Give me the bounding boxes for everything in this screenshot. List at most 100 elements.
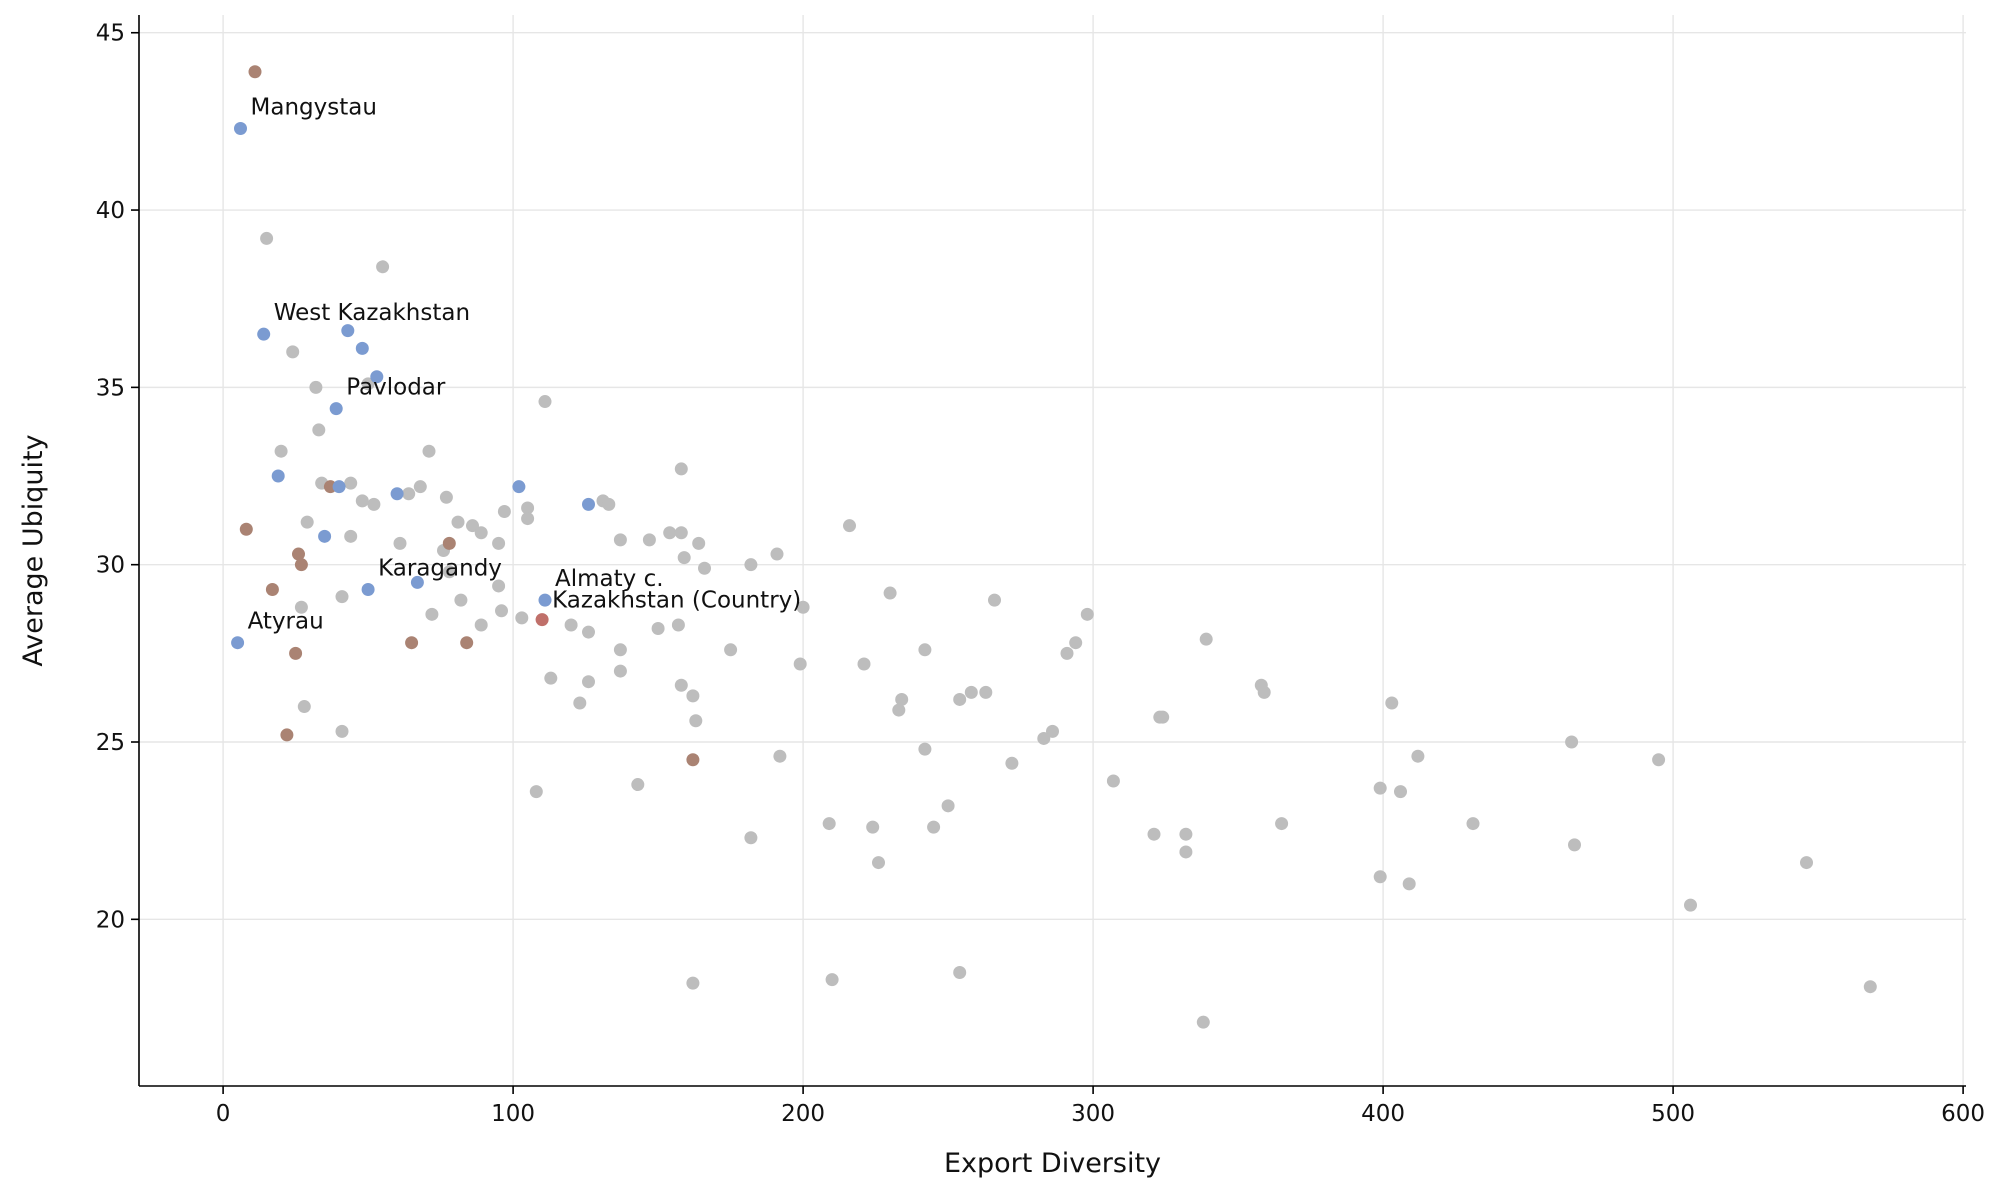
data-point — [582, 625, 595, 639]
data-point — [422, 444, 436, 458]
y-tick-label: 30 — [96, 553, 125, 579]
data-point — [335, 724, 349, 738]
highlighted-data-point — [265, 583, 279, 597]
y-tick-label: 45 — [96, 21, 125, 47]
data-point — [335, 590, 349, 604]
data-point — [793, 657, 807, 671]
data-point — [1257, 685, 1271, 699]
data-point — [309, 380, 323, 394]
data-point — [1863, 980, 1877, 994]
data-point — [495, 604, 508, 618]
data-point — [1800, 856, 1813, 870]
data-point — [300, 515, 314, 529]
data-point — [344, 529, 358, 543]
highlighted-data-point — [271, 469, 285, 483]
data-point — [573, 696, 587, 710]
data-point — [1652, 753, 1666, 767]
data-point — [770, 547, 784, 561]
data-point — [1373, 781, 1387, 795]
data-point — [492, 579, 506, 593]
data-point — [613, 643, 627, 657]
data-point — [376, 260, 390, 274]
x-axis-title: Export Diversity — [944, 1148, 1161, 1179]
data-point — [602, 497, 616, 511]
data-point — [402, 487, 416, 501]
highlighted-data-point — [318, 529, 332, 543]
data-point — [361, 377, 375, 391]
data-point — [367, 497, 381, 511]
highlighted-data-point — [361, 583, 375, 597]
data-point — [442, 565, 456, 579]
highlighted-data-point — [442, 536, 456, 550]
x-tick-label: 300 — [1071, 1101, 1115, 1127]
data-point — [692, 536, 706, 550]
data-point — [744, 831, 758, 845]
y-tick-label: 25 — [96, 730, 125, 756]
data-point — [872, 856, 885, 870]
data-point — [521, 512, 535, 526]
point-label: Mangystau — [251, 94, 377, 120]
data-point — [1060, 646, 1074, 660]
data-point — [613, 664, 627, 678]
data-point — [1394, 785, 1407, 799]
data-point — [1069, 636, 1083, 650]
highlighted-data-point — [280, 728, 294, 742]
data-point — [1080, 607, 1094, 621]
data-point — [1156, 710, 1170, 724]
highlighted-data-point — [405, 636, 419, 650]
data-point — [1005, 756, 1019, 770]
data-point — [663, 526, 677, 540]
point-label: Kazakhstan (Country) — [552, 587, 801, 613]
y-tick-label: 40 — [96, 198, 125, 224]
data-point — [544, 671, 558, 685]
data-point — [674, 678, 688, 692]
data-point — [631, 778, 645, 792]
data-point — [274, 444, 288, 458]
data-point — [613, 533, 627, 547]
data-point — [1684, 898, 1697, 912]
data-point — [1037, 731, 1051, 745]
data-point — [686, 689, 700, 703]
data-point — [698, 561, 711, 575]
data-point — [953, 692, 967, 706]
data-point — [964, 685, 978, 699]
highlighted-data-point — [257, 327, 271, 341]
data-point — [425, 607, 439, 621]
grid — [139, 15, 1966, 1086]
data-point — [1179, 827, 1193, 841]
data-point — [822, 817, 836, 831]
data-point — [1565, 735, 1579, 749]
data-point — [796, 600, 810, 614]
data-point — [1275, 817, 1289, 831]
x-tick-label: 0 — [216, 1101, 231, 1127]
data-point — [413, 480, 427, 494]
data-point — [312, 423, 326, 437]
data-point — [1179, 845, 1193, 859]
data-point — [825, 973, 839, 987]
data-point — [492, 536, 506, 550]
data-point — [689, 714, 703, 728]
data-point — [744, 558, 758, 572]
highlighted-data-point — [248, 65, 262, 79]
data-point — [355, 494, 369, 508]
x-tick-label: 100 — [491, 1101, 535, 1127]
data-point — [474, 618, 488, 632]
highlighted-data-point — [355, 341, 369, 355]
data-point — [843, 519, 856, 533]
data-point — [642, 533, 656, 547]
data-point — [529, 785, 543, 799]
highlighted-data-point — [512, 480, 526, 494]
highlighted-data-point — [535, 613, 549, 627]
data-point — [1385, 696, 1399, 710]
data-point — [393, 536, 407, 550]
data-point — [674, 462, 688, 476]
point-label: Pavlodar — [346, 375, 446, 401]
highlighted-data-point — [410, 575, 424, 589]
x-tick-label: 200 — [781, 1101, 825, 1127]
data-point — [564, 618, 578, 632]
data-point — [297, 700, 311, 714]
highlighted-data-point — [289, 646, 303, 660]
data-point — [1106, 774, 1120, 788]
highlighted-data-point — [370, 370, 384, 384]
x-axis-ticks: 0 100 200 300 400 500 600 — [216, 1086, 1985, 1127]
